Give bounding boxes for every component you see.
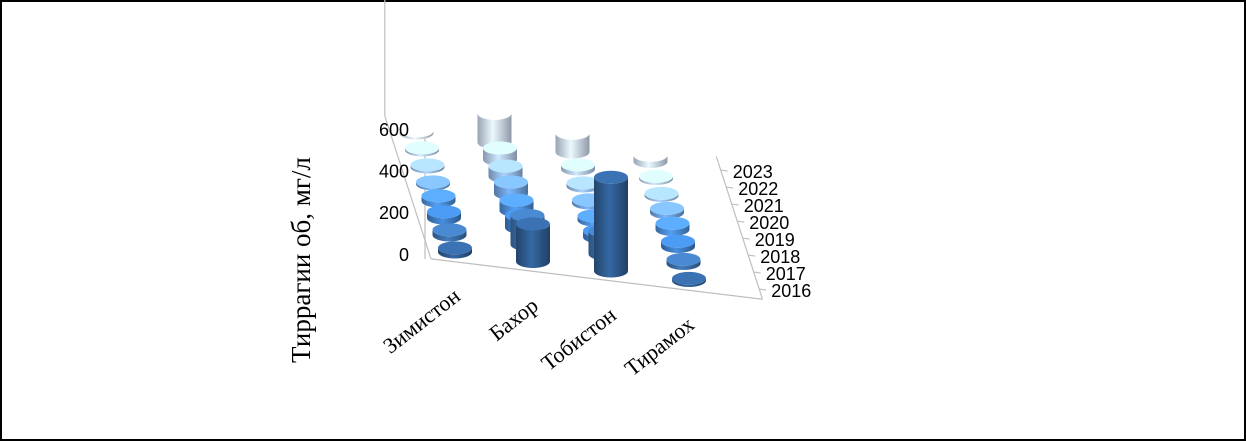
depth-tick bbox=[737, 220, 745, 223]
y-axis-title: Тирpагии об, мг/л bbox=[286, 157, 316, 363]
bar-body bbox=[661, 241, 695, 253]
bar-top bbox=[477, 106, 512, 120]
bar-top bbox=[650, 201, 684, 215]
bar-body bbox=[650, 208, 684, 220]
y-tick-label: 400 bbox=[379, 162, 409, 182]
chart-bars bbox=[399, 106, 706, 287]
bar-cylinder bbox=[594, 170, 628, 278]
bar-top bbox=[494, 175, 528, 189]
bar-body bbox=[405, 147, 439, 157]
series-depth-label: 2020 bbox=[749, 213, 789, 233]
depth-tick bbox=[742, 237, 750, 240]
bar-body bbox=[399, 130, 434, 140]
bar-cylinder bbox=[416, 175, 450, 191]
bar-cylinder bbox=[427, 205, 461, 225]
bar-top bbox=[561, 158, 595, 172]
bar-cylinder bbox=[561, 158, 595, 176]
bar-cylinder bbox=[399, 124, 434, 140]
bar-top bbox=[644, 186, 679, 200]
x-axis-line bbox=[430, 258, 763, 300]
bar-cylinder bbox=[655, 216, 690, 236]
bar-cylinder bbox=[666, 252, 701, 270]
bar-top bbox=[405, 141, 439, 155]
bar-top bbox=[416, 175, 450, 189]
bar-cylinder bbox=[516, 217, 550, 268]
bar-top bbox=[661, 234, 695, 248]
bar-top bbox=[566, 176, 601, 190]
bar-cylinder bbox=[650, 201, 684, 220]
bar-body bbox=[639, 176, 673, 186]
bar-body bbox=[416, 181, 450, 191]
depth-tick bbox=[731, 203, 739, 206]
bar-body bbox=[655, 223, 690, 236]
depth-tick bbox=[759, 288, 767, 291]
bar-body bbox=[566, 182, 601, 193]
bar-cylinder bbox=[555, 126, 590, 159]
bar-body bbox=[644, 193, 679, 202]
bar-top bbox=[427, 205, 461, 219]
y-tick-label: 0 bbox=[399, 245, 409, 265]
chart-axes bbox=[384, 0, 767, 300]
bar-body bbox=[672, 278, 706, 287]
bar-top bbox=[421, 189, 456, 203]
depth-tick bbox=[748, 254, 756, 257]
bar-body bbox=[438, 247, 472, 259]
y-tick-label: 600 bbox=[379, 120, 409, 140]
bar-body bbox=[516, 224, 550, 268]
bar-top bbox=[438, 241, 472, 255]
depth-tick bbox=[726, 186, 734, 189]
depth-axis-line bbox=[715, 156, 764, 300]
bar-cylinder bbox=[438, 241, 472, 259]
bar-cylinder bbox=[477, 106, 512, 150]
y-tick-label: 200 bbox=[379, 203, 409, 223]
series-depth-label: 2016 bbox=[771, 281, 811, 301]
bar-top bbox=[432, 223, 467, 237]
series-depth-label: 2019 bbox=[755, 230, 795, 250]
bar-body bbox=[633, 155, 668, 169]
series-depth-label: 2018 bbox=[760, 247, 800, 267]
bar-cylinder bbox=[566, 176, 601, 193]
bar-top bbox=[594, 170, 628, 184]
depth-tick bbox=[720, 169, 728, 172]
bar-body bbox=[477, 113, 512, 150]
bar-top bbox=[410, 158, 445, 172]
bar-body bbox=[594, 177, 628, 278]
bar-top bbox=[639, 169, 673, 183]
bar-body bbox=[427, 211, 461, 225]
bar-cylinder bbox=[644, 186, 679, 202]
bar-body bbox=[432, 229, 467, 242]
bar-top bbox=[499, 193, 534, 207]
bar-cylinder bbox=[633, 148, 668, 169]
bar-cylinder bbox=[405, 141, 439, 157]
bar-top bbox=[655, 216, 690, 230]
bar-top bbox=[516, 217, 550, 231]
bar-top bbox=[555, 126, 590, 140]
bar-top bbox=[666, 252, 701, 266]
bar-top bbox=[483, 141, 517, 155]
bar-cylinder bbox=[410, 158, 445, 174]
bar-body bbox=[555, 133, 590, 159]
series-depth-label: 2023 bbox=[733, 162, 773, 182]
series-depth-label: 2017 bbox=[766, 264, 806, 284]
bar-cylinder bbox=[421, 189, 456, 208]
bar-cylinder bbox=[432, 223, 467, 242]
bar-cylinder bbox=[661, 234, 695, 253]
bar-top bbox=[672, 271, 706, 285]
bar-body bbox=[421, 195, 456, 208]
bar-cylinder bbox=[639, 169, 673, 186]
series-depth-label: 2022 bbox=[738, 179, 778, 199]
bar-body bbox=[561, 164, 595, 176]
series-depth-label: 2021 bbox=[744, 196, 784, 216]
bar-top bbox=[633, 148, 668, 162]
bar-body bbox=[410, 164, 445, 174]
bar-top bbox=[488, 159, 523, 173]
bar-body bbox=[666, 259, 701, 270]
left-floor-edge bbox=[384, 115, 432, 260]
bar-cylinder bbox=[672, 271, 706, 287]
depth-tick bbox=[753, 271, 761, 274]
bar-top bbox=[399, 124, 434, 138]
